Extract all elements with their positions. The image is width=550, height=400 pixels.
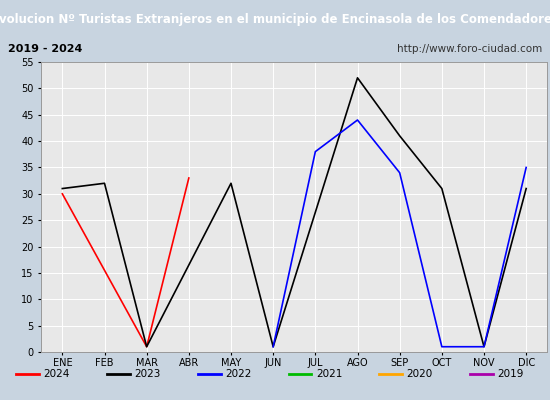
Text: Evolucion Nº Turistas Extranjeros en el municipio de Encinasola de los Comendado: Evolucion Nº Turistas Extranjeros en el … — [0, 12, 550, 26]
Text: 2019: 2019 — [497, 369, 524, 379]
Text: 2024: 2024 — [43, 369, 70, 379]
Text: 2023: 2023 — [134, 369, 161, 379]
Text: 2022: 2022 — [225, 369, 251, 379]
Text: 2020: 2020 — [406, 369, 433, 379]
Text: 2021: 2021 — [316, 369, 342, 379]
Text: 2019 - 2024: 2019 - 2024 — [8, 44, 82, 54]
Text: http://www.foro-ciudad.com: http://www.foro-ciudad.com — [397, 44, 542, 54]
